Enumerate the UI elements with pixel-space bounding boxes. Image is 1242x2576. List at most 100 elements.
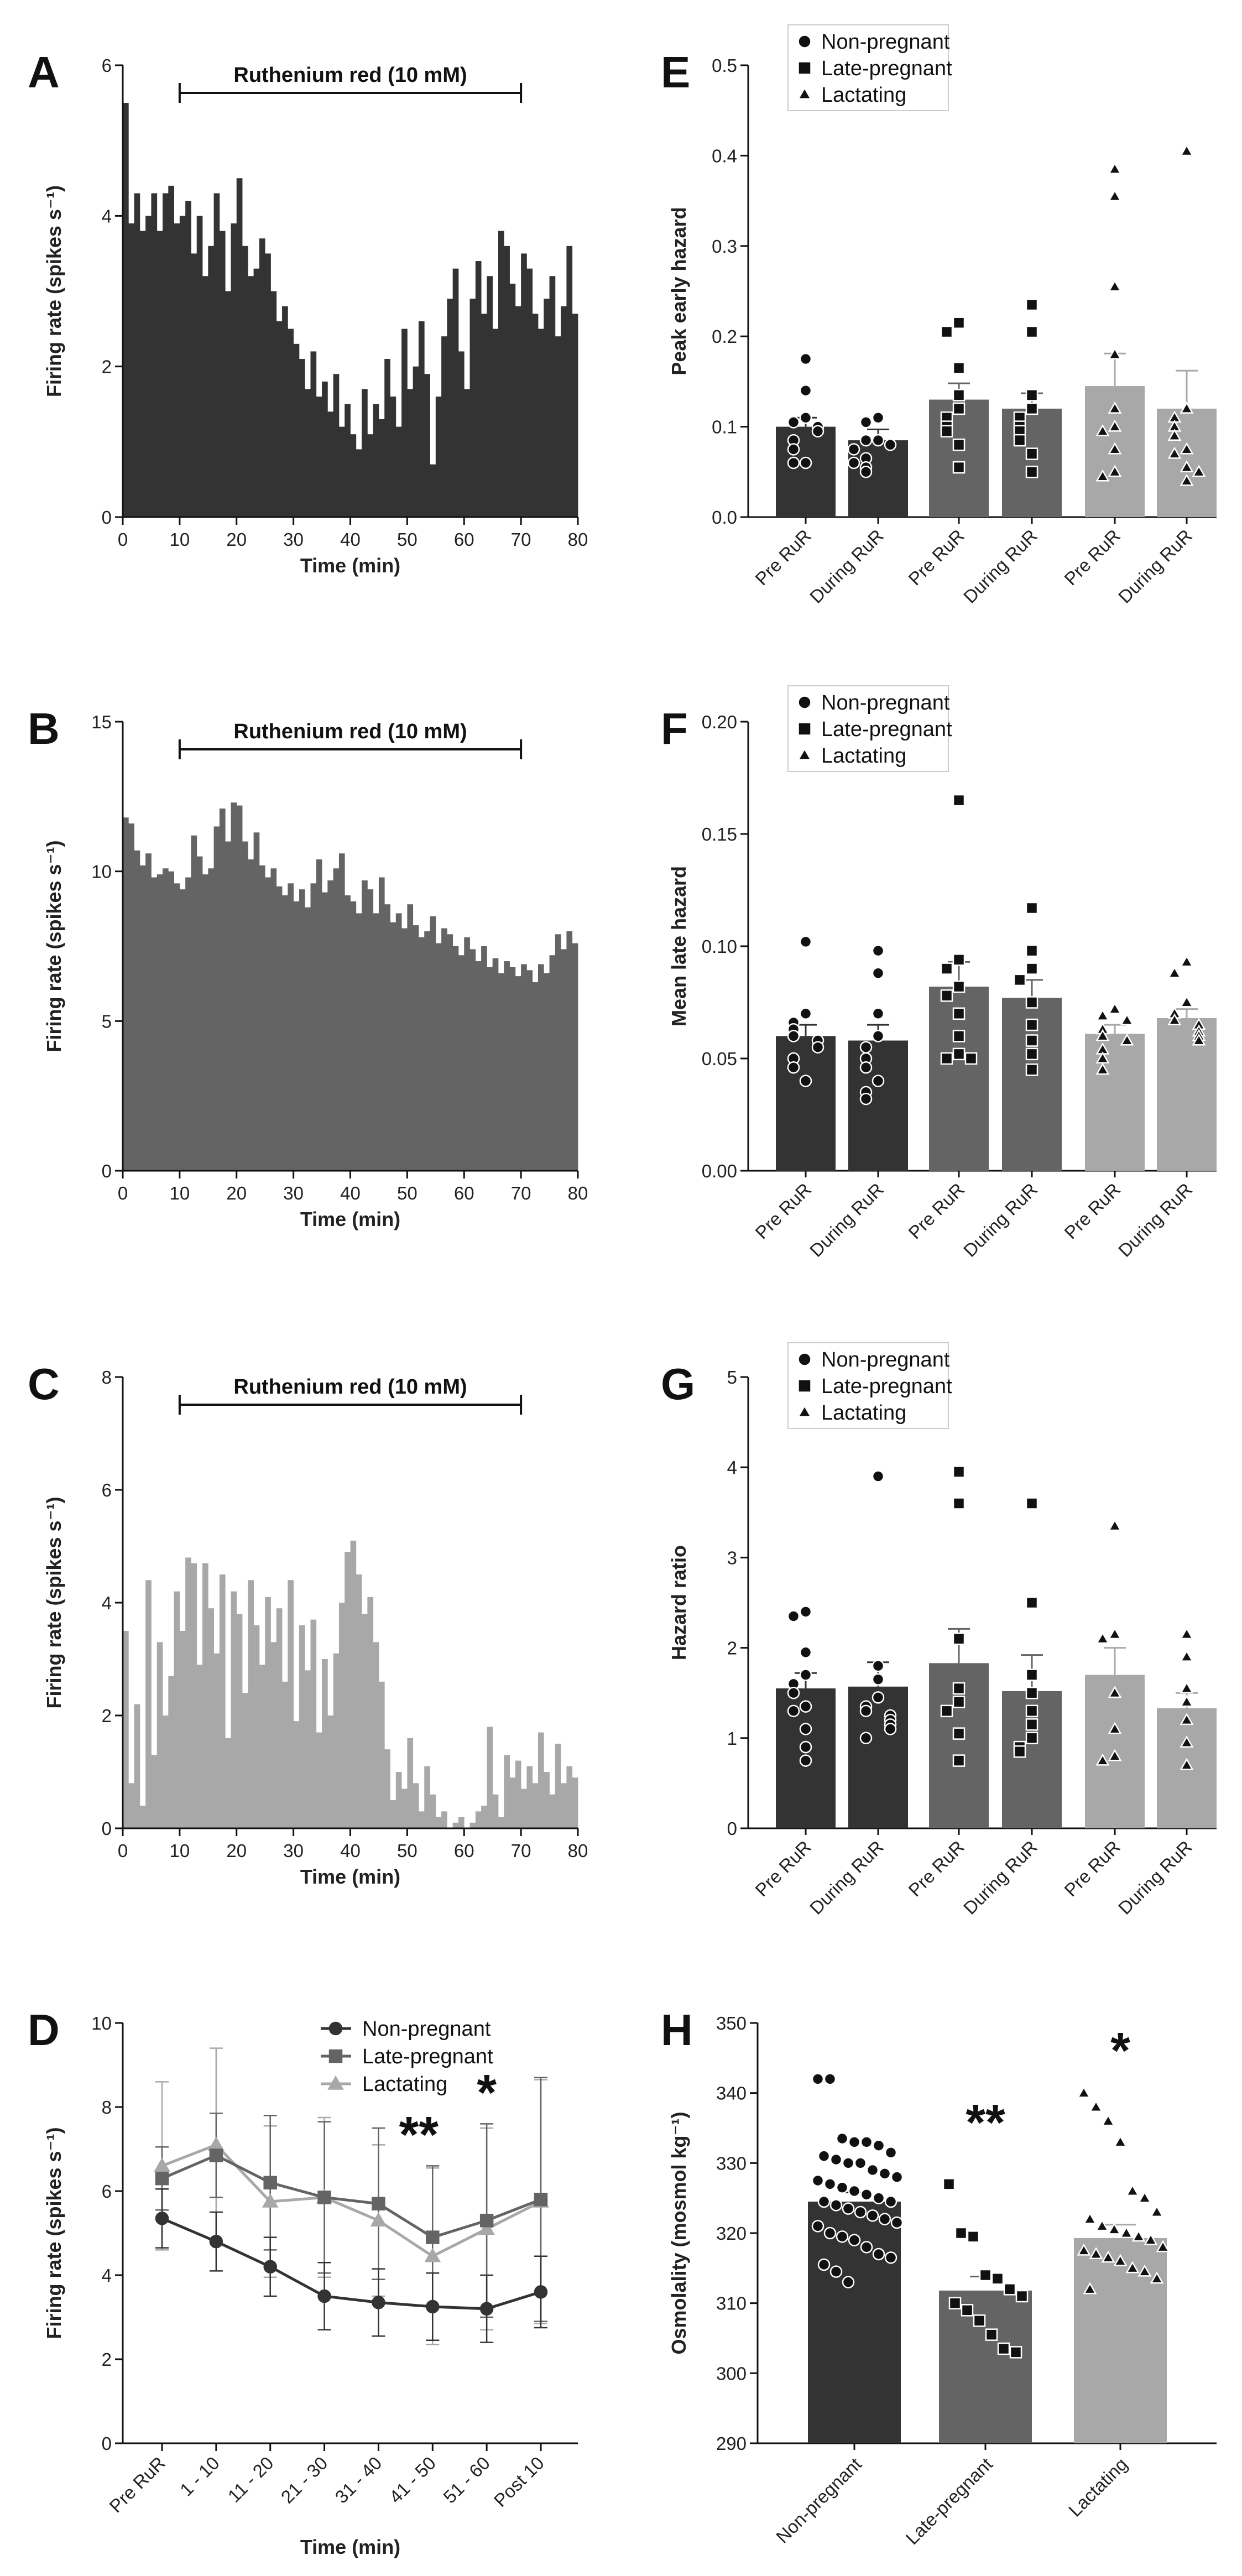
- histogram-bar: [572, 1777, 578, 1828]
- legend-marker: [799, 62, 811, 74]
- data-point: [1125, 2261, 1140, 2273]
- data-point: [1083, 2282, 1097, 2295]
- panel-label-a: A: [28, 48, 60, 97]
- legend-marker: [799, 1407, 810, 1416]
- data-point: [426, 2299, 440, 2314]
- histogram-bar: [561, 306, 567, 517]
- data-point: [1025, 466, 1039, 478]
- data-point: [426, 2230, 440, 2244]
- histogram-bar: [566, 246, 573, 517]
- histogram-bar: [475, 261, 482, 517]
- histogram-bar: [464, 937, 470, 1171]
- histogram-bar: [196, 856, 203, 1171]
- x-tick-label: Pre RuR: [751, 1179, 815, 1243]
- data-point: [787, 1686, 800, 1699]
- histogram-bar: [333, 374, 340, 517]
- histogram-bar: [179, 216, 186, 517]
- data-point: [1107, 2222, 1121, 2235]
- x-tick-label: 0: [118, 1183, 128, 1203]
- histogram-bar: [338, 426, 345, 517]
- histogram-bar: [338, 1603, 345, 1828]
- data-point: [1095, 1029, 1110, 1041]
- data-point: [787, 1061, 800, 1074]
- x-tick-label: Pre RuR: [1060, 1179, 1124, 1243]
- data-point: [1095, 2219, 1109, 2231]
- data-point: [1095, 469, 1110, 482]
- data-point: [1025, 447, 1039, 460]
- histogram-bar: [492, 958, 499, 1171]
- legend-label: Late-pregnant: [821, 718, 952, 741]
- data-point: [317, 2289, 331, 2303]
- histogram-bar: [191, 835, 197, 1171]
- y-tick-label: 4: [102, 1593, 112, 1613]
- data-point: [1180, 955, 1194, 967]
- histogram-bar: [305, 1670, 311, 1828]
- y-tick-label: 300: [716, 2363, 747, 2384]
- data-point: [829, 2265, 843, 2278]
- histogram-bar: [265, 253, 271, 517]
- data-point: [1108, 162, 1122, 174]
- histogram-bar: [151, 1755, 158, 1828]
- y-tick-label: 0.00: [702, 1161, 737, 1181]
- histogram-bar: [418, 937, 425, 1171]
- histogram-bar: [236, 805, 243, 1171]
- y-tick-label: 0: [727, 1818, 737, 1839]
- data-point: [979, 2269, 992, 2282]
- data-point: [940, 1704, 953, 1718]
- data-point: [878, 2167, 891, 2180]
- data-point: [1150, 2271, 1164, 2284]
- histogram-bar: [441, 928, 447, 1171]
- bar: [848, 1040, 908, 1171]
- data-point: [1025, 1047, 1039, 1061]
- x-tick-label: During RuR: [806, 1179, 888, 1261]
- histogram-bar: [225, 291, 231, 517]
- data-point: [890, 2171, 904, 2183]
- data-point: [1025, 1063, 1039, 1076]
- histogram-bar: [213, 1653, 220, 1828]
- histogram-bar: [185, 1557, 191, 1828]
- histogram-bar: [549, 276, 556, 517]
- histogram-bar: [305, 389, 311, 517]
- legend-label: Late-pregnant: [821, 1375, 952, 1398]
- data-point: [1131, 2229, 1146, 2242]
- histogram-bar: [350, 1540, 357, 1828]
- histogram-bar: [537, 1732, 544, 1828]
- x-tick-label: During RuR: [806, 1837, 888, 1918]
- bar: [1157, 1018, 1217, 1171]
- histogram-bar: [544, 973, 550, 1171]
- data-point: [866, 2209, 879, 2222]
- data-point: [817, 2150, 831, 2162]
- histogram-bar: [310, 351, 317, 517]
- data-point: [424, 2248, 441, 2262]
- data-point: [1025, 1718, 1039, 1731]
- y-tick-label: 5: [727, 1367, 737, 1388]
- histogram-bar: [299, 889, 305, 1171]
- histogram-bar: [163, 868, 169, 1171]
- histogram-bar: [123, 817, 129, 1171]
- x-tick-label: 70: [511, 1840, 531, 1861]
- data-point: [952, 316, 966, 329]
- data-point: [1180, 473, 1194, 486]
- x-tick-label: During RuR: [959, 1179, 1041, 1261]
- y-tick-label: 0.15: [702, 824, 737, 844]
- data-point: [872, 944, 885, 957]
- histogram-bar: [299, 359, 305, 517]
- series-line: [161, 2143, 542, 2258]
- y-tick-label: 340: [716, 2083, 747, 2104]
- histogram-bar: [259, 865, 265, 1171]
- data-point: [799, 1740, 812, 1754]
- histogram-bar: [452, 268, 459, 517]
- histogram-bar: [469, 949, 476, 1171]
- histogram-bar: [151, 193, 158, 517]
- data-point: [848, 2136, 861, 2149]
- histogram-bar: [185, 201, 191, 518]
- histogram-bar: [424, 931, 430, 1171]
- legend-label: Non-pregnant: [362, 2017, 491, 2041]
- histogram-bar: [407, 389, 414, 517]
- x-tick-label: Non-pregnant: [772, 2454, 865, 2547]
- data-point: [1095, 1753, 1110, 1766]
- histogram-bar: [270, 1642, 277, 1828]
- bar: [929, 399, 989, 517]
- histogram-bar: [219, 808, 226, 1171]
- x-axis-title: Time (min): [300, 1208, 400, 1230]
